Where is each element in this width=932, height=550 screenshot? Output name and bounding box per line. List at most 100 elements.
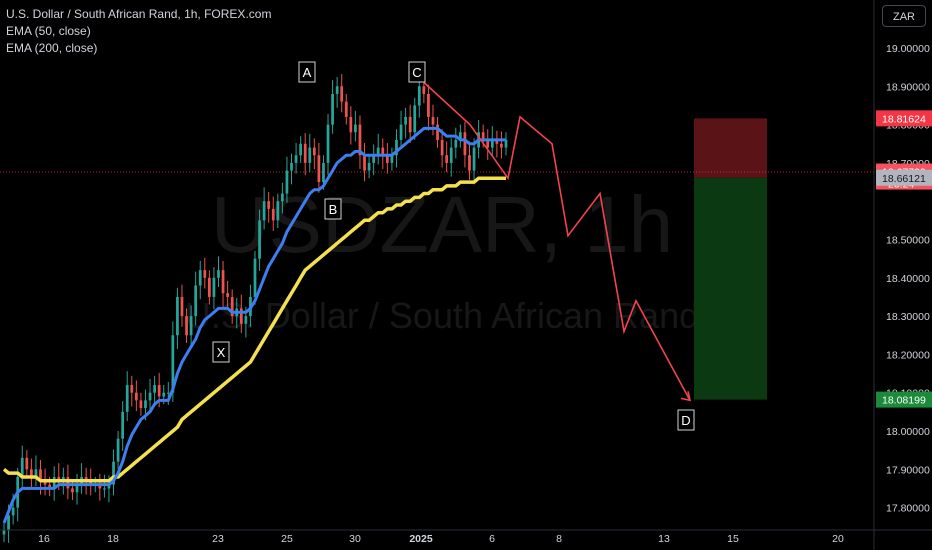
wave-label-box [677,409,695,431]
x-tick-6: 6 [489,533,495,545]
x-tick-0: 16 [38,533,50,545]
candle-body-102 [468,155,471,171]
candle-body-30 [139,400,143,409]
candle-body-31 [144,400,147,409]
candle-body-106 [486,139,490,148]
candle-body-2 [11,507,15,516]
candle-body-73 [335,86,339,94]
candle-body-87 [399,124,403,140]
candle-body-16 [75,484,79,493]
time-axis[interactable]: 16 18 23 25 30 2025 6 8 13 15 20 [38,533,844,545]
candle-body-109 [500,143,503,148]
wave-label-text: C [412,65,421,80]
candle-body-80 [367,162,371,171]
candle-body-42 [194,285,198,317]
x-tick-1: 18 [107,533,119,545]
candle-body-8 [39,469,42,481]
legend-ema50: EMA (50, close) [6,24,91,38]
candle-body-97 [445,155,449,163]
ema50-line [2,126,506,524]
entry-price-tag-text: 18.66121 [882,173,926,185]
y-tick-5: 18.40000 [886,273,930,285]
watermark: USDZAR, 1h U.S. Dollar / South African R… [185,180,699,336]
candle-body-38 [176,296,179,336]
projection-line[interactable] [423,81,691,401]
target-price-tag-bg [876,391,932,408]
stop-price-tag-bg [876,110,932,127]
wave-label-d[interactable]: D [677,409,695,431]
wave-label-box [324,198,342,220]
candle-body-11 [52,476,56,489]
candle-body-85 [390,155,394,163]
wave-label-text: X [217,345,226,360]
legend-title: U.S. Dollar / South African Rand, 1h, FO… [6,7,272,21]
projection-path[interactable] [423,81,692,402]
x-tick-9: 15 [727,533,739,545]
stop-loss-zone[interactable] [694,118,767,178]
candle-body-67 [308,147,312,163]
candle-body-99 [454,139,458,148]
candle-body-52 [239,308,243,324]
candle-body-81 [372,155,376,163]
ema200-line [2,176,506,483]
risk-reward-zones[interactable] [694,118,767,400]
wave-label-text: A [303,65,312,80]
candle-body-7 [34,469,38,477]
candle-body-14 [66,476,70,489]
candle-body-91 [417,86,421,106]
candle-body-64 [294,155,298,163]
candlesticks [2,72,508,543]
candle-body-29 [134,392,138,401]
candle-body-59 [271,208,275,221]
candle-body-25 [116,438,120,462]
candle-body-9 [43,480,47,485]
y-tick-0: 19.00000 [886,43,930,55]
target-price-tag: 18.08199 [876,391,932,408]
candle-body-27 [125,385,129,412]
candle-body-47 [217,270,220,278]
y-tick-11: 17.80000 [886,503,930,515]
wave-label-box [408,61,426,83]
candle-body-98 [449,147,453,163]
candle-body-62 [285,170,289,194]
x-tick-3: 25 [281,533,293,545]
candle-body-40 [185,316,188,336]
wave-label-x[interactable]: X [212,341,230,363]
x-tick-5: 2025 [409,533,433,545]
candle-body-94 [431,116,435,125]
stop-price-tag: 18.81624 [876,110,932,127]
candle-body-37 [171,335,175,393]
wave-label-text: D [681,413,690,428]
wave-label-c[interactable]: C [408,61,426,83]
candle-body-105 [481,132,485,140]
candle-body-19 [89,480,93,485]
candle-body-18 [84,476,88,481]
chart-legend: U.S. Dollar / South African Rand, 1h, FO… [6,6,271,57]
candle-body-69 [317,155,321,183]
candle-body-79 [363,155,366,171]
candle-body-6 [30,469,33,477]
wave-label-box [298,61,316,83]
candle-body-53 [244,316,248,324]
candle-body-1 [7,515,10,531]
take-profit-zone[interactable] [694,177,767,400]
candle-body-13 [61,476,65,481]
candle-body-93 [427,93,430,117]
candle-body-76 [349,116,353,133]
candle-body-78 [358,124,362,156]
wave-label-b[interactable]: B [324,198,342,220]
stop-price-tag-text: 18.81624 [882,113,926,125]
wave-label-a[interactable]: A [298,61,316,83]
candle-body-0 [2,530,6,535]
candle-body-96 [440,139,444,156]
candle-body-58 [267,201,271,209]
candle-body-49 [226,293,229,297]
y-tick-10: 17.90000 [886,464,930,476]
candle-body-103 [472,147,476,171]
y-tick-4: 18.50000 [886,235,930,247]
currency-button[interactable]: ZAR [882,5,926,27]
candle-body-68 [312,147,316,156]
wave-labels[interactable]: X A B C D [212,61,695,431]
